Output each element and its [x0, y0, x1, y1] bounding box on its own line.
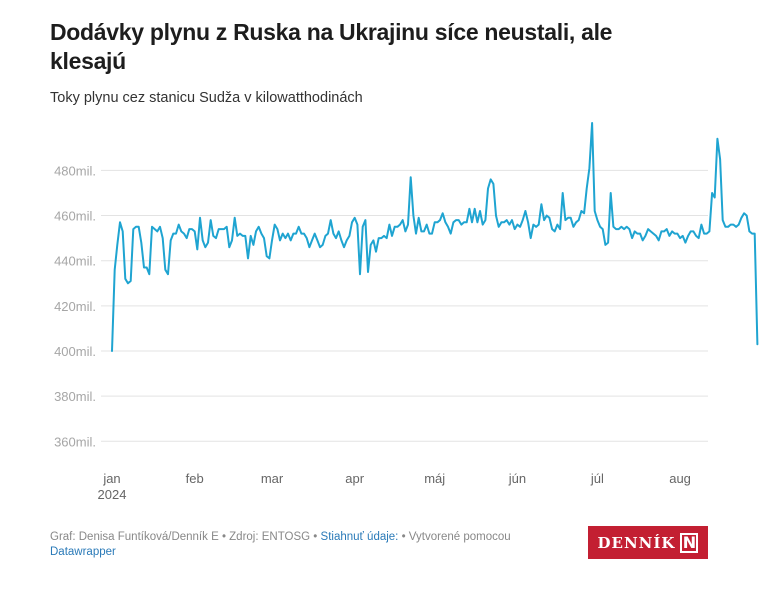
x-tick-label: mar — [261, 471, 284, 486]
y-tick-label: 460mil. — [54, 209, 96, 224]
source-credit: Graf: Denisa Funtíková/Denník E • Zdroj:… — [50, 531, 321, 543]
y-tick-label: 440mil. — [54, 254, 96, 269]
chart-title: Dodávky plynu z Ruska na Ukrajinu síce n… — [50, 19, 613, 74]
y-tick-label: 400mil. — [54, 344, 96, 359]
y-axis-labels: 360mil. 380mil. 400mil. 420mil. 440mil. 460mi… — [54, 163, 96, 449]
x-tick-label: apr — [345, 471, 364, 486]
gridlines — [101, 169, 708, 442]
line-chart: 360mil. 380mil. 400mil. 420mil. 440mil. 460mi… — [54, 122, 759, 502]
x-tick-label: feb — [186, 471, 204, 486]
datawrapper-link[interactable]: Datawrapper — [50, 546, 116, 558]
data-line — [111, 122, 759, 352]
dennik-n-logo[interactable]: DENNÍK N — [588, 526, 708, 559]
y-tick-label: 420mil. — [54, 299, 96, 314]
x-tick-label: máj — [424, 471, 445, 486]
download-data-link[interactable]: Stiahnuť údaje: — [320, 531, 399, 543]
x-tick-label: aug — [669, 471, 691, 486]
y-tick-label: 480mil. — [54, 163, 96, 178]
x-tick-label: júl — [590, 471, 604, 486]
x-tick-label: jún — [508, 471, 526, 486]
chart-subtitle: Toky plynu cez stanicu Sudža v kilowatth… — [50, 90, 363, 106]
chart-footer: Graf: Denisa Funtíková/Denník E • Zdroj:… — [50, 530, 550, 560]
x-tick-label: jan — [102, 471, 120, 486]
x-tick-year: 2024 — [98, 487, 127, 502]
y-tick-label: 380mil. — [54, 389, 96, 404]
logo-text: DENNÍK — [597, 533, 676, 552]
y-tick-label: 360mil. — [54, 434, 96, 449]
made-with-text: • Vytvorené pomocou — [398, 531, 511, 543]
logo-n-mark-icon: N — [680, 532, 699, 553]
